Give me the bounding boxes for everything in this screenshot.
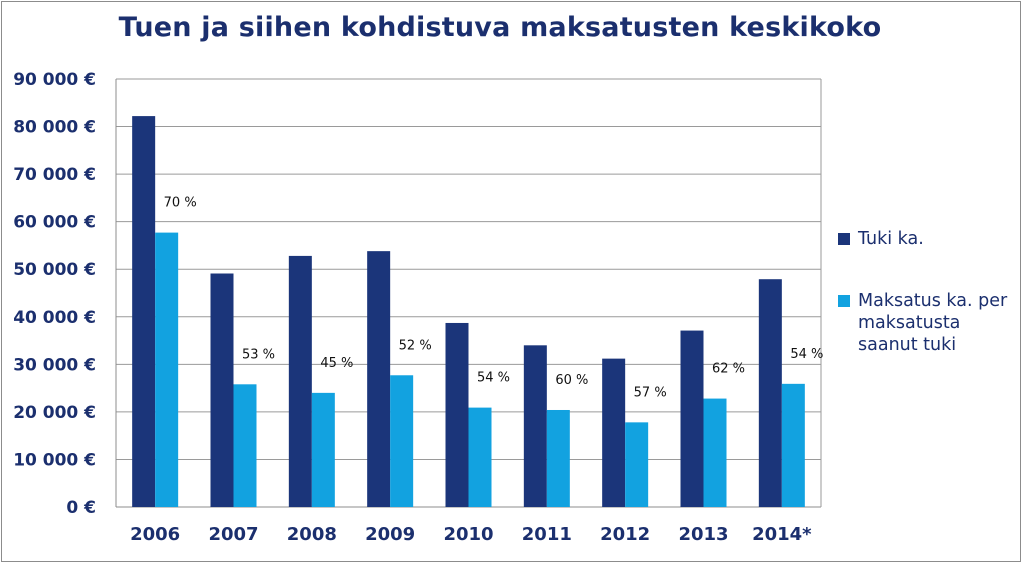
bar-tuki: [288, 255, 312, 507]
legend-swatch-maksatus: [838, 295, 850, 307]
percent-label: 54 %: [477, 371, 510, 386]
bar-maksatus: [390, 375, 414, 507]
y-tick-label: 80 000 €: [13, 118, 96, 138]
y-tick-label: 50 000 €: [13, 260, 96, 280]
bar-maksatus: [233, 384, 257, 507]
legend-item-tuki: Tuki ka.: [838, 228, 1018, 250]
percent-label: 53 %: [242, 347, 275, 362]
bar-maksatus: [155, 232, 179, 508]
x-tick-label: 2012: [600, 524, 650, 545]
x-tick-label: 2011: [522, 524, 572, 545]
legend-label-tuki: Tuki ka.: [858, 229, 924, 249]
bar-maksatus: [781, 383, 805, 507]
x-tick-label: 2013: [678, 524, 728, 545]
chart-title: Tuen ja siihen kohdistuva maksatusten ke…: [118, 12, 882, 43]
x-tick-label: 2009: [365, 524, 415, 545]
bar-tuki: [210, 273, 234, 507]
bar-maksatus: [625, 422, 649, 507]
x-tick-label: 2008: [287, 524, 337, 545]
y-tick-label: 60 000 €: [13, 213, 96, 233]
x-tick-label: 2006: [130, 524, 180, 545]
legend-swatch-tuki: [838, 233, 850, 245]
bar-maksatus: [311, 392, 335, 507]
bar-maksatus: [546, 409, 570, 507]
bar-tuki: [445, 322, 469, 507]
y-tick-label: 20 000 €: [13, 403, 96, 423]
x-tick-label: 2007: [208, 524, 258, 545]
percent-label: 62 %: [712, 362, 745, 377]
bar-tuki: [602, 358, 626, 507]
x-tick-label: 2014*: [752, 524, 812, 545]
y-tick-label: 90 000 €: [13, 70, 96, 90]
y-tick-label: 70 000 €: [13, 165, 96, 185]
y-tick-label: 10 000 €: [13, 450, 96, 470]
legend: Tuki ka. Maksatus ka. per maksatusta saa…: [838, 228, 1018, 356]
bar-tuki: [680, 330, 704, 507]
bar-tuki: [758, 279, 782, 507]
percent-label: 52 %: [399, 338, 432, 353]
y-tick-label: 40 000 €: [13, 308, 96, 328]
bar-tuki: [523, 345, 547, 507]
y-tick-label: 0 €: [66, 498, 96, 518]
legend-item-maksatus: Maksatus ka. per maksatusta saanut tuki: [838, 290, 1018, 356]
percent-label: 54 %: [790, 347, 823, 362]
bar-maksatus: [468, 407, 492, 507]
x-tick-label: 2010: [443, 524, 493, 545]
percent-label: 45 %: [320, 356, 353, 371]
percent-label: 57 %: [634, 385, 667, 400]
percent-label: 60 %: [555, 373, 588, 388]
legend-label-maksatus: Maksatus ka. per maksatusta saanut tuki: [858, 291, 1008, 355]
bar-tuki: [367, 251, 391, 507]
y-tick-label: 30 000 €: [13, 355, 96, 375]
bar-tuki: [132, 116, 156, 508]
percent-label: 70 %: [164, 196, 197, 211]
bar-maksatus: [703, 398, 727, 507]
